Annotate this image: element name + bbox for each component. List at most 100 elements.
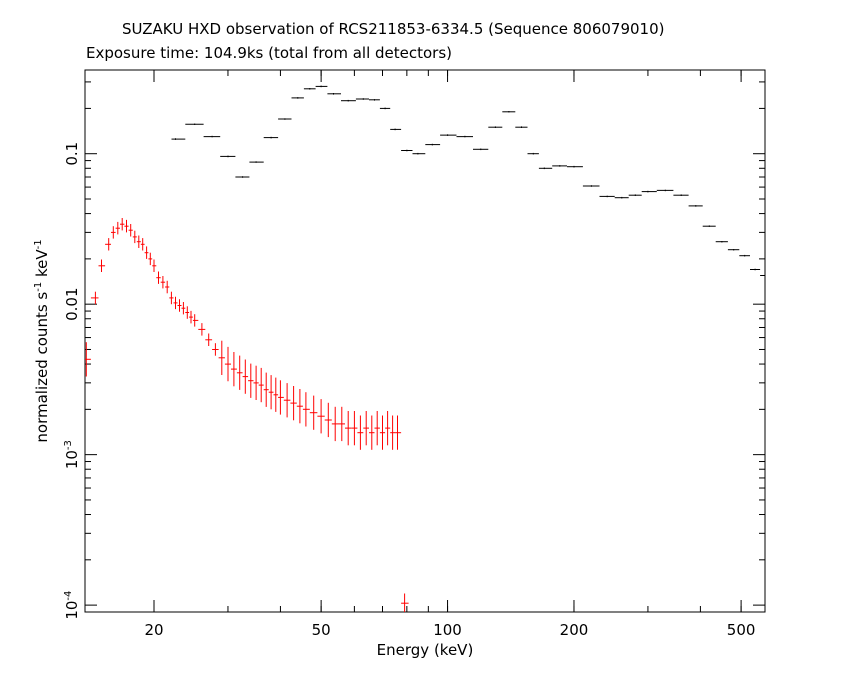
series-0 <box>171 85 766 277</box>
data-point <box>688 205 703 207</box>
data-point <box>185 123 204 125</box>
data-point <box>502 111 516 113</box>
data-point <box>249 161 264 163</box>
data-point <box>673 194 689 196</box>
data-point <box>98 259 106 272</box>
data-point <box>351 411 358 446</box>
data-point <box>115 221 120 235</box>
data-point <box>273 377 279 412</box>
x-tick-label: 100 <box>433 621 462 639</box>
data-point <box>263 372 269 407</box>
plot-frame <box>84 69 766 613</box>
data-point <box>317 399 325 434</box>
data-point <box>248 363 254 398</box>
data-point <box>440 134 457 136</box>
data-point <box>224 346 231 382</box>
data-point <box>152 259 157 272</box>
data-point <box>374 411 380 446</box>
x-tick-label: 200 <box>560 621 589 639</box>
data-point <box>309 395 318 430</box>
data-point <box>128 224 133 237</box>
data-point <box>338 406 345 442</box>
y-axis-label-exp: -1 <box>33 282 44 292</box>
y-tick-label: 0.1 <box>63 142 81 166</box>
data-point <box>192 314 199 327</box>
y-axis-label-part: keV <box>33 249 51 282</box>
y-tick-label: 10-3 <box>63 440 81 469</box>
data-point <box>582 185 600 187</box>
data-point <box>268 375 274 410</box>
data-point <box>291 97 304 99</box>
y-tick-label: 10-4 <box>63 591 81 620</box>
data-point <box>456 135 473 138</box>
data-point <box>390 415 396 450</box>
y-axis-label-part: normalized counts s <box>33 292 51 443</box>
data-point <box>341 99 356 102</box>
data-point <box>395 415 402 450</box>
data-point <box>136 235 141 248</box>
data-point <box>218 340 225 375</box>
data-point <box>189 310 193 324</box>
data-point <box>236 355 243 390</box>
data-point <box>379 415 386 450</box>
data-point <box>124 219 129 233</box>
data-point <box>205 333 213 346</box>
data-point <box>488 126 503 128</box>
data-point <box>231 352 237 387</box>
data-point <box>278 118 292 120</box>
data-point <box>363 411 369 446</box>
data-point <box>156 271 161 284</box>
data-point <box>331 406 339 442</box>
data-point <box>111 226 116 239</box>
data-point <box>599 195 615 198</box>
y-tick-label: 0.01 <box>63 287 81 320</box>
data-point <box>760 274 766 277</box>
data-point <box>212 343 219 356</box>
data-point <box>85 342 91 377</box>
data-point <box>181 302 186 315</box>
data-point <box>160 276 166 289</box>
x-tick-label: 500 <box>727 621 756 639</box>
data-point <box>656 189 674 192</box>
data-point <box>379 107 391 110</box>
data-point <box>283 383 291 418</box>
data-point <box>120 218 125 231</box>
data-point <box>357 415 364 450</box>
data-point <box>253 365 259 400</box>
data-point <box>567 165 583 168</box>
data-point <box>263 136 279 139</box>
data-point <box>369 415 375 450</box>
data-point <box>385 411 391 446</box>
y-axis-label: normalized counts s-1 keV-1 <box>33 239 51 442</box>
chart-subtitle: Exposure time: 104.9ks (total from all d… <box>86 44 453 62</box>
data-point <box>715 241 728 243</box>
data-point <box>203 135 221 138</box>
data-point <box>425 143 441 146</box>
data-point <box>369 99 380 101</box>
data-point <box>303 88 316 90</box>
data-point <box>641 190 657 193</box>
data-point <box>473 148 489 151</box>
chart-title: SUZAKU HXD observation of RCS211853-6334… <box>122 20 665 38</box>
data-point <box>327 93 341 95</box>
data-point <box>290 386 297 421</box>
data-point <box>739 254 750 257</box>
data-point <box>355 98 369 100</box>
data-point <box>727 249 740 251</box>
data-point <box>324 402 332 438</box>
data-point <box>614 196 629 199</box>
data-point <box>198 323 206 336</box>
data-point <box>515 126 528 128</box>
data-point <box>302 392 310 427</box>
x-axis-label: Energy (keV) <box>377 641 474 659</box>
data-point <box>140 238 145 251</box>
y-axis-label-exp: -1 <box>33 239 44 249</box>
data-point <box>315 85 328 88</box>
data-point <box>185 306 190 319</box>
data-point <box>527 152 539 155</box>
data-point <box>165 280 170 294</box>
data-point <box>171 138 186 140</box>
x-tick-label: 50 <box>312 621 331 639</box>
data-point <box>148 252 153 266</box>
